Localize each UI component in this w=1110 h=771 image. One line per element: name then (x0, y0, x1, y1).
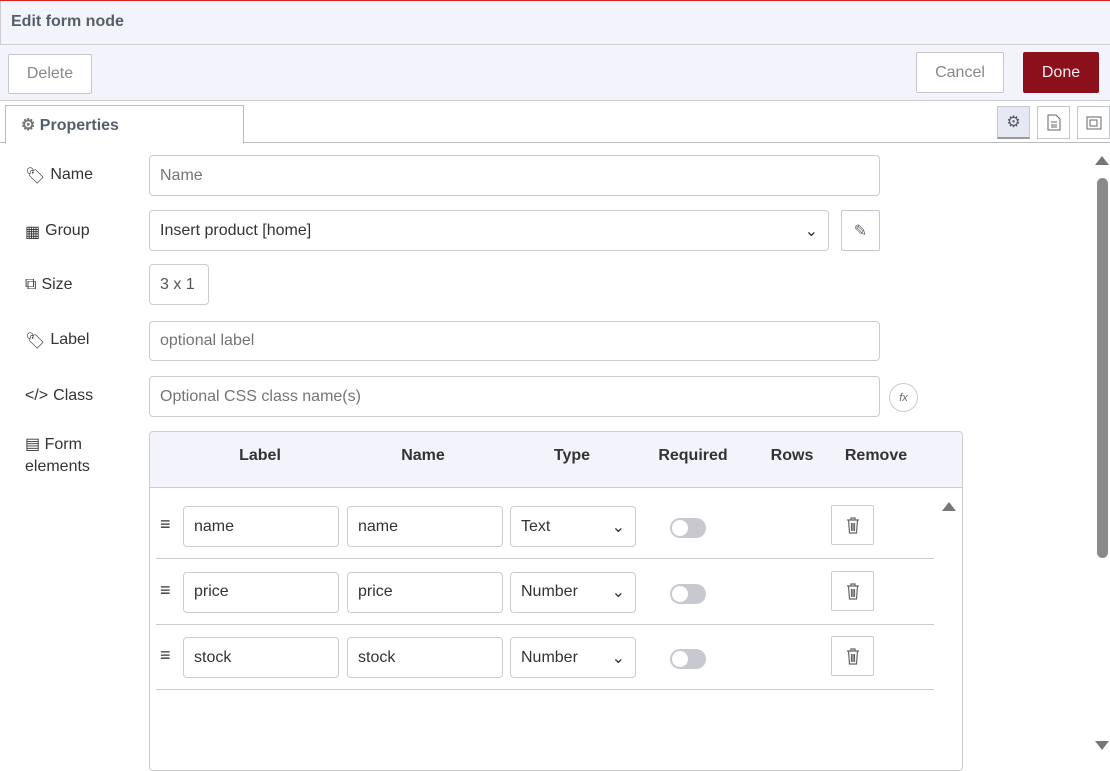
gear-icon: ⚙ (1006, 114, 1021, 131)
element-name-input[interactable]: stock (347, 637, 503, 678)
column-header: Remove (844, 447, 908, 464)
required-toggle[interactable] (670, 649, 706, 669)
list-icon: ▤ (25, 436, 41, 453)
remove-button[interactable] (831, 570, 874, 611)
trash-icon (846, 517, 859, 534)
type-value: Number (521, 583, 578, 600)
element-type-select[interactable]: Text ⌄ (510, 506, 636, 547)
required-toggle[interactable] (670, 518, 706, 538)
drag-handle-icon[interactable]: ≡ (160, 514, 171, 534)
file-text-icon (1047, 114, 1060, 131)
element-name-input[interactable]: price (347, 571, 503, 613)
form-elements-label: ▤ Form elements (25, 434, 90, 476)
remove-button[interactable] (831, 505, 874, 545)
element-label-input[interactable]: price (183, 571, 339, 613)
label-text: Size (41, 276, 73, 293)
size-icon (1086, 116, 1101, 129)
appearance-view-button[interactable] (1077, 106, 1110, 139)
label-label: 🏷︎ Label (25, 331, 89, 351)
element-type-select[interactable]: Number ⌄ (510, 637, 636, 678)
column-header: Label (239, 447, 281, 464)
name-input[interactable] (149, 155, 880, 196)
element-name-input[interactable]: name (347, 506, 503, 547)
delete-button[interactable]: Delete (8, 54, 92, 94)
column-header: Required (658, 447, 728, 464)
column-header: Type (553, 447, 591, 464)
remove-button[interactable] (831, 636, 874, 676)
column-header: Name (401, 447, 445, 464)
label-text: Form (44, 436, 82, 453)
chevron-down-icon: ⌄ (611, 518, 625, 536)
table-scroll-up-icon[interactable] (942, 502, 956, 511)
name-label: 🏷︎ Name (25, 166, 93, 186)
tag-icon: 🏷︎ (25, 168, 46, 185)
table-row: ≡ stock stock Number ⌄ (156, 625, 934, 690)
pencil-icon: ✎ (853, 222, 868, 240)
table-row: ≡ price price Number ⌄ (156, 560, 934, 625)
dialog-title: Edit form node (11, 13, 124, 30)
dialog-toolbar: Delete Cancel Done (0, 45, 1110, 101)
chevron-down-icon: ⌄ (804, 222, 818, 240)
element-label-input[interactable]: name (183, 506, 339, 547)
drag-handle-icon[interactable]: ≡ (160, 645, 171, 665)
top-accent-line (0, 0, 1110, 1)
type-value: Text (521, 517, 551, 535)
label-input[interactable] (149, 321, 880, 361)
size-label: ⧉ Size (25, 276, 73, 294)
description-view-button[interactable] (1037, 106, 1070, 139)
label-text: Label (50, 331, 90, 348)
tab-properties[interactable]: ⚙ Properties (5, 105, 244, 144)
trash-icon (846, 582, 859, 600)
label-text: Name (50, 166, 93, 183)
edit-group-button[interactable]: ✎ (841, 210, 880, 251)
class-label: </> Class (25, 387, 93, 405)
done-button[interactable]: Done (1023, 52, 1099, 93)
size-icon: ⧉ (25, 276, 37, 293)
form-elements-table: Label Name Type Required Rows Remove ≡ n… (149, 431, 963, 771)
type-value: Number (521, 648, 578, 666)
scroll-down-icon[interactable] (1095, 741, 1109, 750)
scrollbar-thumb[interactable] (1097, 178, 1108, 558)
element-label-input[interactable]: stock (183, 637, 339, 678)
label-text: Class (53, 387, 94, 404)
tab-label: Properties (39, 117, 119, 134)
dialog-header: Edit form node (0, 1, 1110, 45)
column-header: Rows (770, 447, 814, 464)
class-input[interactable] (149, 376, 880, 417)
required-toggle[interactable] (670, 583, 706, 604)
label-text: elements (25, 458, 90, 475)
size-button[interactable]: 3 x 1 (149, 264, 209, 305)
fx-icon[interactable]: fx (889, 383, 918, 412)
table-icon: ▦ (25, 224, 41, 241)
gear-icon: ⚙ (21, 117, 36, 134)
code-icon: </> (25, 387, 49, 404)
cancel-button[interactable]: Cancel (916, 52, 1004, 93)
element-type-select[interactable]: Number ⌄ (510, 571, 636, 613)
scroll-up-icon[interactable] (1095, 156, 1109, 165)
tag-icon: 🏷︎ (25, 333, 46, 350)
drag-handle-icon[interactable]: ≡ (160, 579, 171, 600)
table-header: Label Name Type Required Rows Remove (150, 432, 962, 488)
label-text: Group (45, 222, 90, 239)
group-select[interactable]: Insert product [home] ⌄ (149, 210, 829, 251)
group-label: ▦ Group (25, 222, 90, 242)
group-value: Insert product [home] (160, 221, 312, 239)
chevron-down-icon: ⌄ (611, 649, 625, 667)
trash-icon (846, 648, 859, 665)
table-row: ≡ name name Text ⌄ (156, 494, 934, 559)
properties-view-button[interactable]: ⚙ (997, 106, 1030, 139)
tab-bar: ⚙ Properties ⚙ (0, 101, 1110, 144)
scrollbar[interactable] (1093, 143, 1110, 767)
chevron-down-icon: ⌄ (611, 584, 625, 601)
